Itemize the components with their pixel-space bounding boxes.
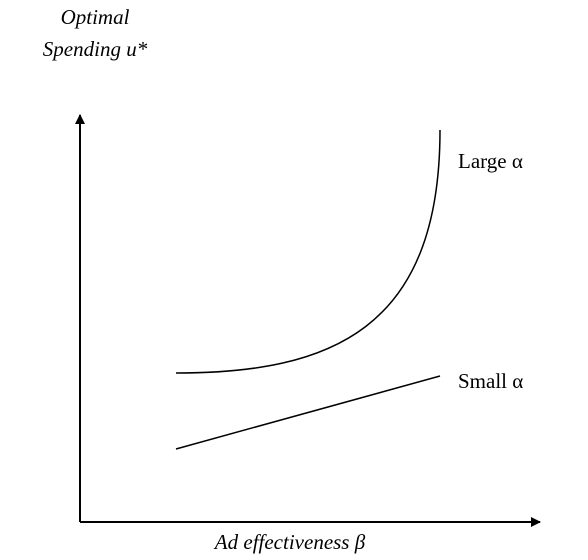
x-axis-label: Ad effectiveness β [213, 530, 366, 554]
y-axis-label: Spending u* [43, 37, 148, 61]
large-alpha-curve [175, 129, 441, 374]
curve-label: Small α [458, 369, 523, 393]
small-alpha-line [175, 375, 441, 450]
y-axis-label: Optimal [61, 5, 130, 29]
curve-label: Large α [458, 149, 523, 173]
